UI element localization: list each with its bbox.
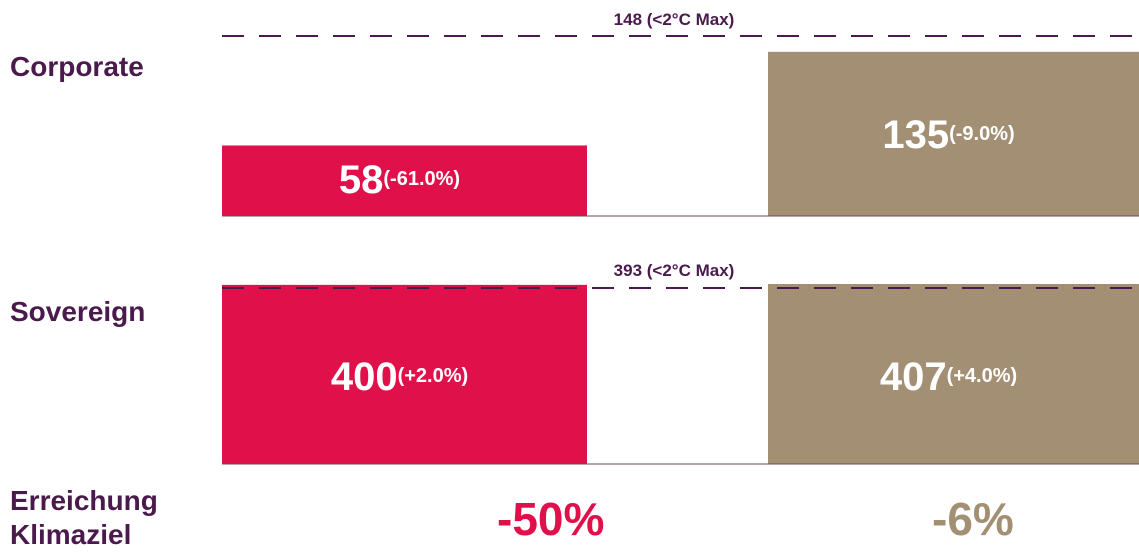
- threshold-label-bg-sovereign: [584, 258, 764, 280]
- category-label-corporate: Corporate: [10, 51, 144, 82]
- threshold-label-corporate: 148 (<2°C Max): [614, 10, 735, 29]
- data-label-sovereign-series1: 400(+2.0%): [331, 355, 468, 399]
- category-label-sovereign: Sovereign: [10, 296, 146, 327]
- threshold-label-bg-corporate: [584, 7, 764, 29]
- footer-label-line1: Erreichung: [10, 485, 158, 516]
- bar-corporate-series1: [222, 145, 587, 216]
- footer-label: Erreichung Klimaziel: [10, 484, 158, 552]
- data-label-corporate-series1: 58(-61.0%): [339, 158, 460, 202]
- footer-value-series2: -6%: [932, 493, 1014, 545]
- bar-sovereign-series2: [768, 284, 1139, 464]
- bar-sovereign-series1: [222, 284, 587, 464]
- bar-corporate-series2: [768, 51, 1139, 217]
- threshold-label-sovereign: 393 (<2°C Max): [614, 261, 735, 280]
- data-label-sovereign-series2: 407(+4.0%): [880, 355, 1017, 399]
- data-label-corporate-series2: 135(-9.0%): [882, 113, 1014, 157]
- footer-label-line2: Klimaziel: [10, 519, 132, 550]
- footer-value-series1: -50%: [497, 493, 605, 545]
